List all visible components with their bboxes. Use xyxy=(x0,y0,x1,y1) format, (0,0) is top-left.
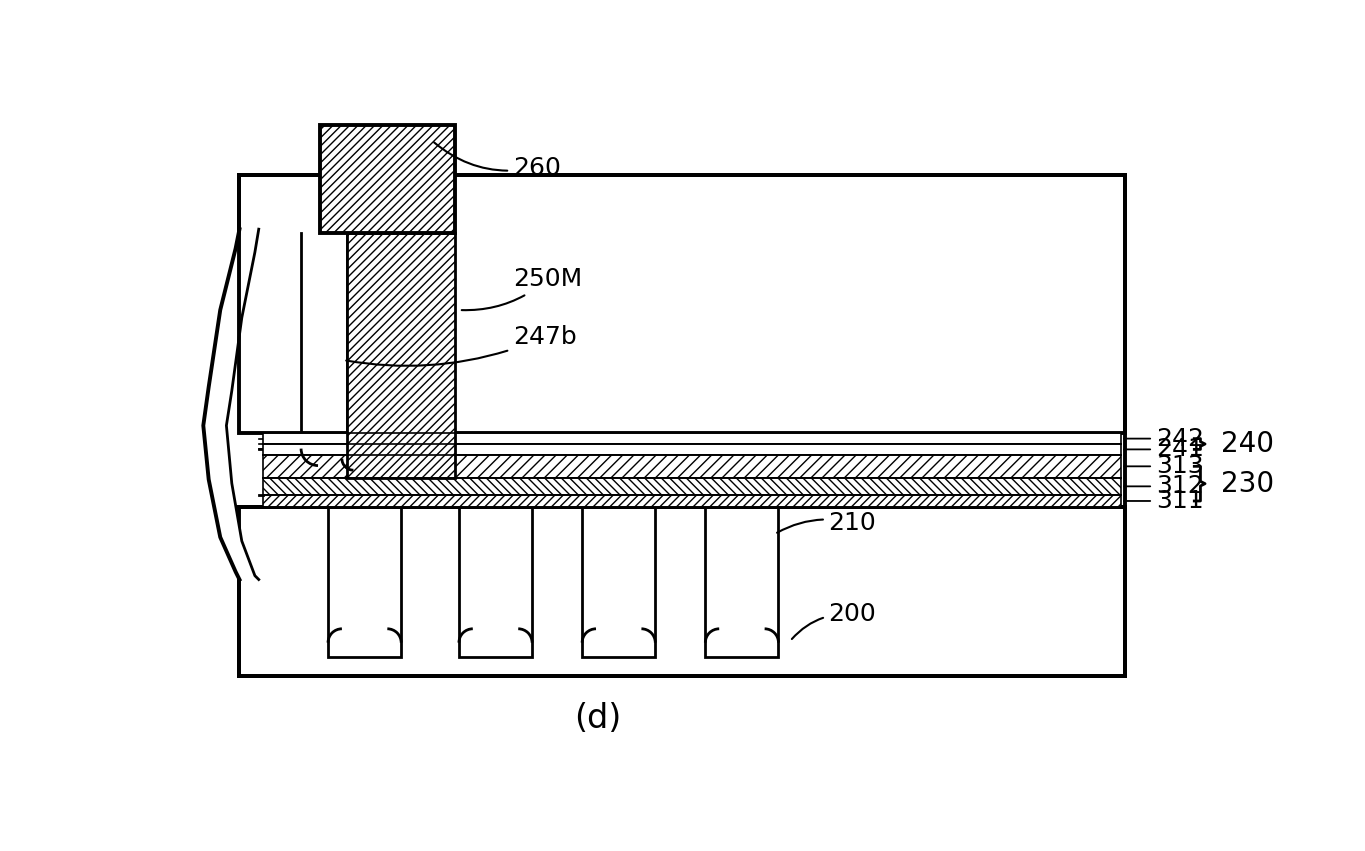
Text: 210: 210 xyxy=(777,511,876,534)
Text: 241: 241 xyxy=(1123,437,1204,461)
Text: 313: 313 xyxy=(1123,454,1204,478)
Bar xyxy=(706,507,778,656)
Text: 242: 242 xyxy=(1123,426,1204,451)
Text: 240: 240 xyxy=(1222,430,1275,458)
Text: 200: 200 xyxy=(792,603,876,639)
Bar xyxy=(459,507,532,656)
Text: (d): (d) xyxy=(573,701,621,734)
Bar xyxy=(239,175,1125,433)
Bar xyxy=(239,507,1125,676)
Text: 247b: 247b xyxy=(347,325,576,366)
Bar xyxy=(262,478,1121,494)
Text: 230: 230 xyxy=(1222,470,1275,498)
Text: 250M: 250M xyxy=(461,267,581,310)
Text: 312: 312 xyxy=(1123,474,1204,499)
Bar xyxy=(262,444,1121,454)
Text: 260: 260 xyxy=(434,142,561,180)
Bar xyxy=(321,125,455,233)
Polygon shape xyxy=(203,229,259,580)
Bar xyxy=(328,507,401,656)
Bar xyxy=(262,454,1121,478)
Bar xyxy=(347,233,455,478)
Bar xyxy=(581,507,655,656)
Bar xyxy=(262,433,1121,444)
Bar xyxy=(262,494,1121,507)
Text: 311: 311 xyxy=(1123,489,1204,513)
